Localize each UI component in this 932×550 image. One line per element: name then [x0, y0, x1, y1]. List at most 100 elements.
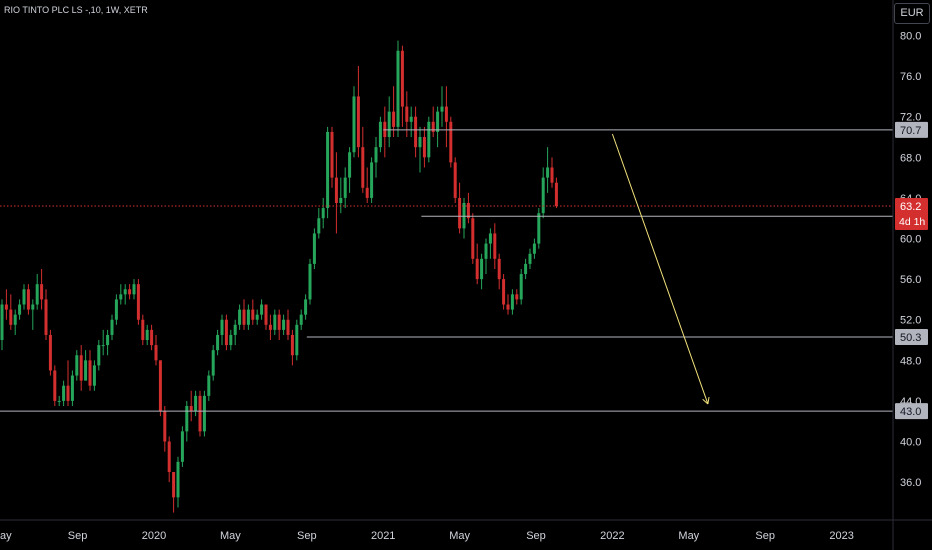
candle: [145, 329, 149, 341]
candle: [220, 319, 224, 335]
candle: [299, 314, 303, 325]
candle: [458, 197, 462, 229]
candle: [405, 106, 409, 122]
candle: [92, 365, 96, 386]
candle: [229, 334, 233, 346]
y-tick-label: 72.0: [900, 112, 921, 124]
candle: [409, 116, 413, 122]
candle: [396, 50, 400, 127]
candle: [330, 131, 334, 178]
y-tick-label: 60.0: [900, 234, 921, 246]
projection-arrow[interactable]: [611, 133, 709, 405]
candle: [141, 319, 145, 341]
candle: [541, 177, 545, 214]
candle: [356, 96, 360, 148]
candle: [18, 304, 22, 315]
candle: [172, 471, 176, 498]
candle: [48, 334, 52, 371]
candle: [9, 309, 13, 325]
price-level-badge: [895, 403, 928, 420]
current-price-label: 63.2: [900, 201, 921, 213]
candle: [444, 106, 448, 122]
candle: [207, 375, 211, 396]
candle: [414, 116, 418, 148]
candle: [431, 121, 435, 132]
candle: [524, 263, 528, 275]
candle: [123, 289, 127, 295]
candle: [466, 203, 470, 219]
candle: [40, 284, 44, 300]
candle: [185, 406, 189, 432]
candle: [119, 294, 123, 300]
candle: [4, 304, 8, 310]
y-tick-label: 48.0: [900, 355, 921, 367]
candle: [114, 299, 118, 320]
candle: [0, 304, 4, 341]
time-axis[interactable]: [0, 520, 932, 550]
candle: [273, 314, 277, 330]
candle: [62, 385, 66, 401]
candle: [321, 208, 325, 219]
candle: [13, 314, 17, 325]
price-level-badge: [895, 328, 928, 345]
candle: [202, 395, 206, 432]
candle: [110, 319, 114, 335]
candle: [387, 111, 391, 138]
candle: [66, 385, 70, 401]
candle: [378, 121, 382, 148]
price-level-badge-label: 43.0: [900, 406, 921, 418]
candle: [343, 177, 347, 198]
candle: [79, 355, 83, 381]
candle: [493, 233, 497, 259]
projection-arrowhead: [707, 396, 710, 405]
candle: [370, 162, 374, 198]
candle: [106, 334, 110, 346]
price-level-badge-label: 50.3: [900, 332, 921, 344]
currency-button[interactable]: EUR: [894, 3, 930, 24]
candle: [519, 274, 523, 300]
price-level-badge: [895, 121, 928, 138]
candle: [475, 258, 479, 280]
x-tick-label: Sep: [297, 530, 317, 542]
candle: [180, 431, 184, 462]
candle: [383, 121, 387, 138]
y-tick-label: 36.0: [900, 477, 921, 489]
candle: [75, 355, 79, 376]
candle: [194, 395, 198, 412]
candle: [246, 309, 250, 325]
candle: [255, 314, 259, 320]
candle: [436, 111, 440, 132]
candle: [238, 309, 242, 325]
candle: [488, 233, 492, 244]
candle: [326, 131, 330, 209]
x-tick-label: May: [449, 530, 470, 542]
price-axis[interactable]: [893, 0, 932, 550]
current-price-badge: [895, 198, 928, 231]
x-tick-label: Sep: [526, 530, 546, 542]
candle: [216, 334, 220, 351]
candle: [427, 121, 431, 158]
candle: [334, 177, 338, 203]
candle: [260, 304, 264, 315]
candle: [352, 96, 356, 153]
candle: [70, 375, 74, 401]
candle: [189, 406, 193, 412]
candle: [462, 203, 466, 229]
candle: [537, 213, 541, 244]
candle: [154, 345, 158, 361]
candle: [163, 411, 167, 442]
candle: [150, 329, 154, 346]
candle: [268, 324, 272, 330]
candle: [480, 258, 484, 280]
candle: [44, 299, 48, 335]
candle: [158, 360, 162, 412]
candle: [484, 243, 488, 259]
candle: [233, 324, 237, 335]
candle: [506, 304, 510, 310]
candle: [361, 147, 365, 188]
y-tick-label: 40.0: [900, 437, 921, 449]
candle: [167, 441, 171, 472]
x-tick-label: 2022: [600, 530, 624, 542]
candle: [392, 111, 396, 127]
